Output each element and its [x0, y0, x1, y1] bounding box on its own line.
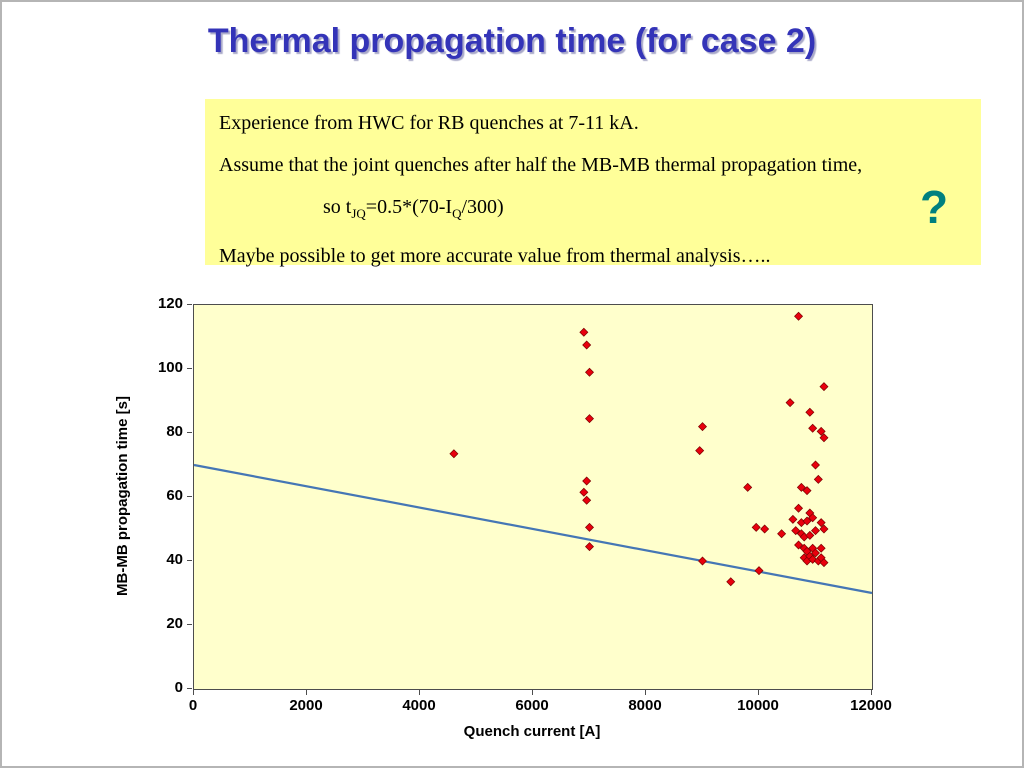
- x-tick-mark: [645, 690, 646, 695]
- y-tick-label: 60: [166, 487, 183, 504]
- data-point: [811, 526, 820, 536]
- x-tick-label: 4000: [402, 697, 436, 714]
- data-point: [449, 449, 459, 459]
- data-point: [785, 398, 795, 408]
- data-point: [791, 526, 801, 536]
- data-point: [585, 367, 594, 377]
- plot-svg: [193, 311, 873, 595]
- x-tick-mark: [758, 690, 759, 695]
- data-point: [788, 514, 798, 524]
- data-point: [819, 558, 829, 568]
- data-point: [726, 577, 736, 587]
- data-point: [743, 482, 753, 492]
- data-point: [582, 340, 592, 350]
- data-point: [811, 460, 820, 470]
- notes-box: Experience from HWC for RB quenches at 7…: [205, 99, 981, 267]
- formula-mid: =0.5*(70-I: [365, 196, 453, 218]
- data-point: [582, 476, 592, 486]
- x-tick-label: 8000: [628, 697, 662, 714]
- formula-pre: so t: [323, 196, 352, 218]
- data-point: [816, 426, 826, 436]
- y-tick-mark: [187, 368, 192, 369]
- note-line-2: Assume that the joint quenches after hal…: [219, 154, 863, 176]
- x-tick-label: 6000: [515, 697, 549, 714]
- y-tick-mark: [187, 624, 192, 625]
- question-mark: ?: [920, 181, 949, 233]
- x-tick-mark: [871, 690, 872, 695]
- data-point: [816, 518, 826, 528]
- formula-sub-jq: JQ: [351, 206, 366, 221]
- data-point: [777, 529, 787, 539]
- data-point: [585, 414, 594, 424]
- data-point: [754, 566, 764, 576]
- y-tick-label: 0: [174, 679, 183, 696]
- data-point: [802, 516, 812, 526]
- y-tick-label: 40: [166, 551, 183, 568]
- formula-sub-q: Q: [452, 206, 462, 221]
- note-formula: so tJQ=0.5*(70-IQ/300): [219, 194, 971, 227]
- y-tick-mark: [187, 432, 192, 433]
- y-tick-label: 120: [157, 295, 183, 312]
- data-point: [805, 407, 815, 417]
- x-tick-label: 0: [188, 697, 198, 714]
- y-tick-mark: [187, 688, 192, 689]
- data-point: [802, 486, 812, 496]
- trend-line: [193, 463, 873, 595]
- y-tick-label: 100: [157, 359, 183, 376]
- data-point: [805, 530, 815, 540]
- x-tick-mark: [306, 690, 307, 695]
- data-point: [813, 474, 823, 484]
- x-tick-label: 10000: [737, 697, 779, 714]
- note-line-4: Maybe possible to get more accurate valu…: [219, 245, 771, 267]
- data-point: [811, 548, 820, 558]
- x-tick-mark: [419, 690, 420, 695]
- y-tick-label: 20: [166, 615, 183, 632]
- data-point: [794, 503, 804, 513]
- data-point: [698, 556, 707, 566]
- y-tick-mark: [187, 496, 192, 497]
- x-tick-mark: [532, 690, 533, 695]
- data-point: [585, 522, 594, 532]
- x-tick-label: 2000: [289, 697, 323, 714]
- y-tick-label: 80: [166, 423, 183, 440]
- data-point: [695, 446, 705, 456]
- note-line-1: Experience from HWC for RB quenches at 7…: [219, 112, 639, 134]
- y-tick-mark: [187, 560, 192, 561]
- data-point: [819, 524, 829, 534]
- data-point: [808, 513, 818, 523]
- data-point: [698, 422, 707, 432]
- data-point: [819, 382, 829, 392]
- data-point: [579, 327, 589, 337]
- data-point: [816, 543, 826, 553]
- data-point: [585, 542, 594, 552]
- plot-area: [193, 304, 873, 690]
- data-point: [819, 433, 829, 443]
- data-point: [751, 522, 761, 532]
- slide-title: Thermal propagation time (for case 2): [207, 22, 817, 60]
- x-tick-label: 12000: [850, 697, 892, 714]
- data-point: [582, 495, 592, 505]
- data-point: [796, 482, 806, 492]
- data-point: [579, 487, 589, 497]
- data-point: [794, 311, 804, 321]
- y-tick-mark: [187, 304, 192, 305]
- x-axis-title: Quench current [A]: [463, 723, 601, 740]
- formula-post: /300): [461, 196, 504, 218]
- x-tick-mark: [193, 690, 194, 695]
- data-point: [760, 524, 770, 534]
- data-point: [794, 540, 804, 550]
- data-point: [808, 423, 818, 433]
